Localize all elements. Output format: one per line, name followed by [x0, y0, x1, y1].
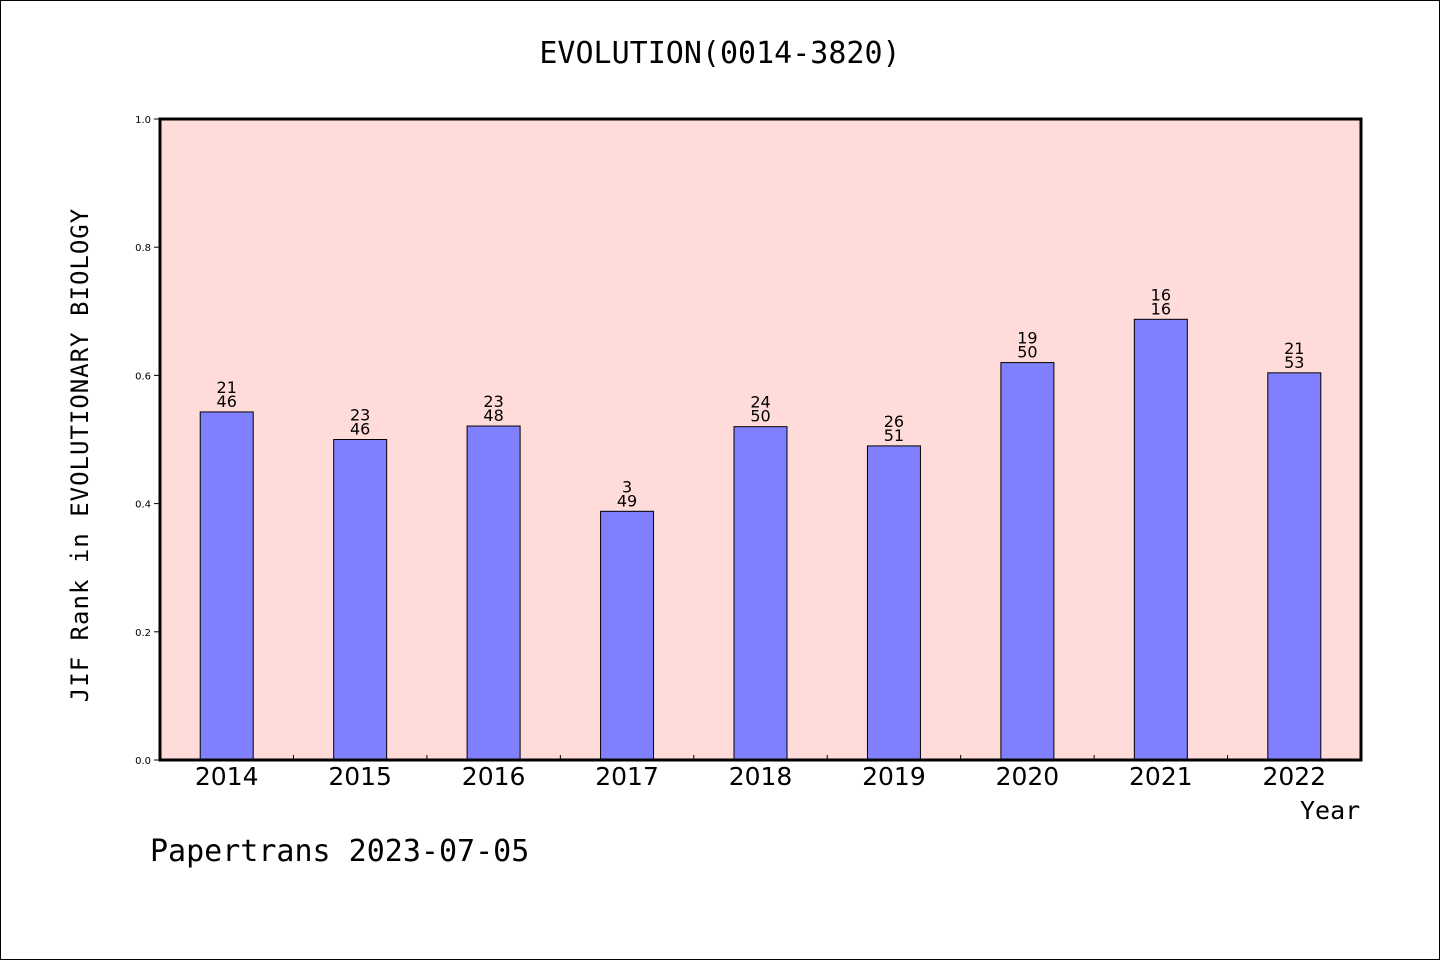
bar — [866, 445, 921, 761]
x-tick-label: 2019 — [862, 762, 926, 791]
bar-label-total: 16 — [1151, 299, 1171, 318]
bar-label-total: 46 — [217, 392, 237, 411]
x-tick-label: 2015 — [328, 762, 392, 791]
y-tick-label: 0.8 — [135, 243, 151, 254]
bar-label-rank: 3 — [622, 477, 632, 496]
bar-label-rank: 19 — [1017, 329, 1037, 348]
x-tick-label: 2014 — [195, 762, 259, 791]
bar-label-total: 50 — [750, 407, 770, 426]
bar-label-total: 53 — [1284, 353, 1304, 372]
x-tick-label: 2022 — [1262, 762, 1326, 791]
bar — [1267, 372, 1322, 761]
bar-label-rank: 23 — [483, 392, 503, 411]
bar-label-rank: 21 — [1284, 339, 1304, 358]
chart-title: EVOLUTION(0014-3820) — [539, 36, 901, 71]
bar-label-rank: 16 — [1151, 285, 1171, 304]
x-tick-label: 2018 — [729, 762, 793, 791]
x-tick-label: 2016 — [462, 762, 526, 791]
bar-label-rank: 23 — [350, 406, 370, 425]
bar-label-total: 46 — [350, 420, 370, 439]
y-tick-label: 0.4 — [135, 500, 151, 511]
y-tick-label: 1.0 — [135, 115, 151, 126]
bar-label-rank: 24 — [750, 393, 770, 412]
plot-border — [158, 117, 1363, 762]
bar-label-total: 51 — [884, 426, 904, 445]
bar — [199, 411, 254, 761]
bar — [600, 510, 655, 761]
bar-label-rank: 21 — [217, 378, 237, 397]
bar — [1133, 318, 1188, 761]
footer-credit: Papertrans 2023-07-05 — [150, 834, 530, 869]
x-tick-label: 2017 — [595, 762, 659, 791]
bar-label-total: 48 — [483, 406, 503, 425]
x-tick-label: 2020 — [996, 762, 1060, 791]
bar — [733, 426, 788, 761]
bar — [333, 439, 388, 761]
bar-label-total: 50 — [1017, 343, 1037, 362]
y-axis-label: JIF Rank in EVOLUTIONARY BIOLOGY — [66, 207, 94, 703]
y-tick-label: 0.0 — [135, 756, 151, 767]
bar — [466, 425, 521, 761]
x-tick-label: 2021 — [1129, 762, 1193, 791]
y-tick-label: 0.2 — [135, 628, 151, 639]
bar-label-total: 49 — [617, 491, 637, 510]
bar-label-rank: 26 — [884, 412, 904, 431]
x-axis-label: Year — [1300, 796, 1361, 825]
bar — [1000, 362, 1055, 761]
y-tick-label: 0.6 — [135, 371, 151, 382]
